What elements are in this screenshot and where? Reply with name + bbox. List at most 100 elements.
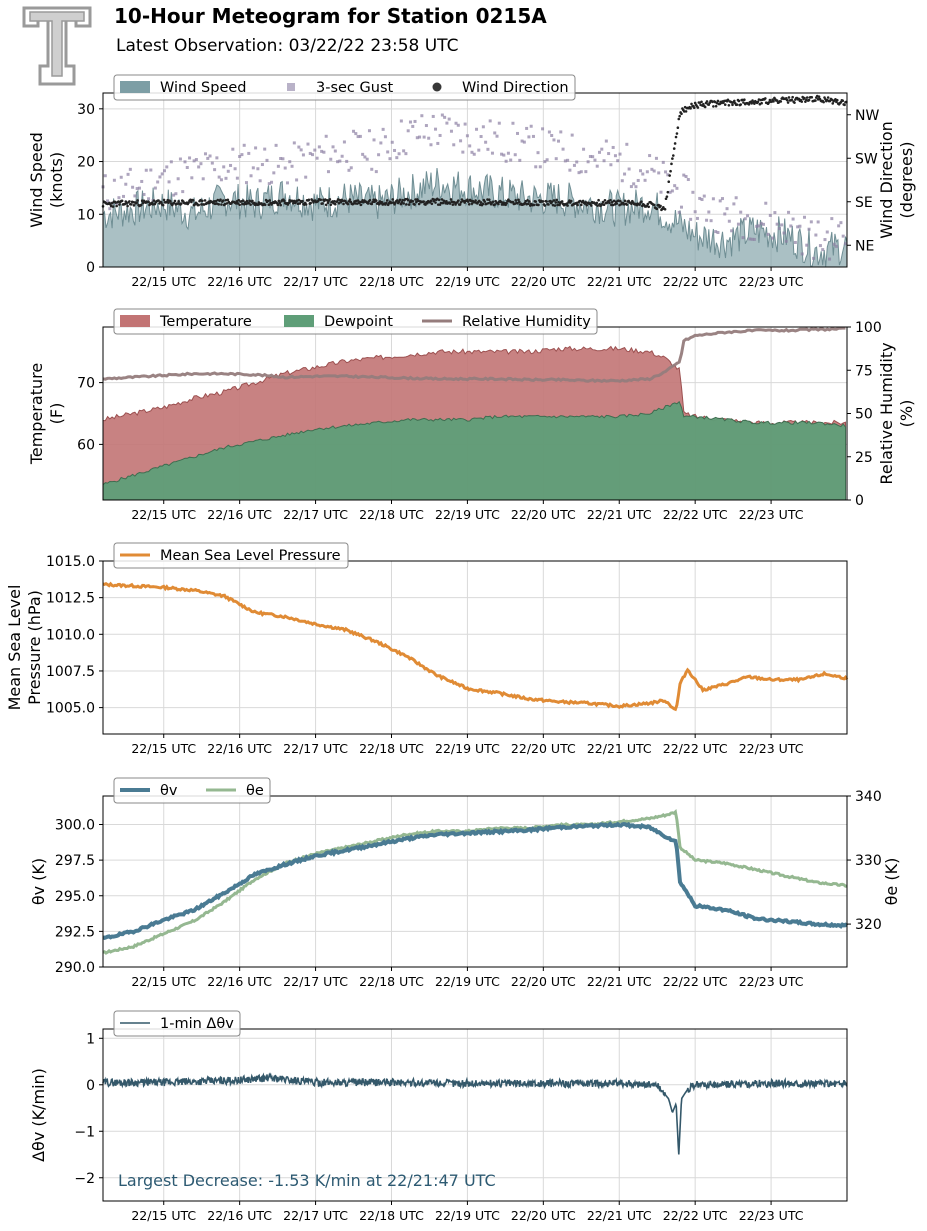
gust-point — [345, 159, 349, 163]
gust-point — [743, 217, 747, 221]
gust-point — [777, 227, 781, 231]
wind-direction-point — [456, 199, 460, 202]
gust-point — [841, 234, 845, 238]
gust-point — [440, 113, 444, 117]
legend-box — [113, 1010, 241, 1037]
gust-point — [588, 154, 592, 158]
wind-direction-point — [135, 201, 139, 205]
y2-axis-label: θe (K) — [882, 858, 901, 906]
wind-direction-point — [696, 106, 700, 109]
gust-point — [750, 237, 754, 241]
y-tick-label: −1 — [74, 1124, 95, 1140]
x-tick-label: 22/20 UTC — [511, 274, 576, 289]
plot-area — [103, 1029, 847, 1201]
gust-point — [388, 157, 392, 161]
wind-direction-point — [646, 202, 650, 206]
x-tick-label: 22/22 UTC — [663, 741, 728, 756]
wind-direction-point — [238, 203, 241, 207]
gust-point — [780, 223, 784, 227]
x-tick-label: 22/15 UTC — [131, 507, 196, 522]
y-tick-label: 1015.0 — [46, 554, 95, 570]
gust-point — [714, 230, 718, 234]
gust-point — [572, 163, 576, 167]
gust-point — [821, 248, 825, 252]
gust-point — [718, 199, 722, 203]
gust-point — [194, 158, 198, 162]
gust-point — [511, 121, 515, 125]
wind-direction-point — [424, 203, 427, 206]
gust-point — [265, 158, 269, 162]
gust-point — [488, 119, 492, 123]
gust-point — [798, 224, 802, 228]
gust-point — [285, 181, 289, 185]
y-tick-label: 295.0 — [55, 889, 95, 905]
gust-point — [645, 170, 649, 174]
legend-label: Relative Humidity — [462, 314, 591, 330]
wind-direction-point — [263, 203, 267, 207]
gust-point — [484, 140, 488, 144]
gust-point — [324, 134, 328, 138]
gust-point — [358, 134, 362, 138]
gust-point — [295, 178, 299, 182]
wind-direction-point — [603, 198, 607, 202]
gust-point — [598, 150, 602, 154]
wind-direction-point — [132, 204, 136, 207]
wind-direction-point — [407, 203, 411, 206]
x-tick-label: 22/18 UTC — [359, 507, 424, 522]
gust-point — [520, 139, 524, 143]
gust-point — [365, 157, 369, 161]
x-tick-label: 22/17 UTC — [283, 741, 348, 756]
gust-point — [552, 138, 556, 142]
gust-point — [755, 224, 759, 228]
gust-point — [791, 217, 795, 221]
y-tick-label: 1012.5 — [46, 591, 95, 607]
wind-direction-point — [675, 132, 679, 135]
gust-point — [336, 160, 340, 164]
gust-point — [773, 211, 777, 215]
wind-direction-point — [241, 199, 245, 202]
wind-direction-point — [712, 105, 715, 108]
wind-direction-point — [497, 202, 500, 206]
gust-point — [730, 229, 734, 233]
gust-point — [429, 143, 433, 147]
x-tick-label: 22/20 UTC — [511, 741, 576, 756]
wind-direction-point — [434, 201, 437, 204]
gust-point — [477, 148, 481, 152]
gust-point — [233, 167, 237, 171]
gust-point — [757, 224, 761, 228]
wind-direction-point — [203, 199, 207, 202]
wind-direction-point — [541, 200, 545, 203]
gust-point — [504, 159, 508, 163]
wind-direction-point — [612, 199, 616, 203]
wind-direction-point — [413, 203, 416, 206]
gust-point — [135, 187, 139, 191]
gust-point — [393, 148, 397, 152]
gust-point — [178, 157, 182, 161]
gust-point — [720, 197, 724, 201]
y2-tick-label: 25 — [855, 450, 873, 466]
wind-direction-point — [487, 198, 491, 202]
gust-point — [106, 199, 110, 203]
gust-point — [686, 178, 690, 182]
wind-direction-point — [775, 99, 779, 102]
gust-point — [383, 135, 387, 139]
wind-direction-point — [843, 103, 846, 107]
wind-direction-point — [415, 200, 418, 204]
wind-direction-point — [359, 203, 363, 207]
gust-point — [702, 194, 706, 198]
relative-humidity-line — [102, 326, 846, 384]
x-tick-label: 22/17 UTC — [283, 1208, 348, 1223]
wind-direction-point — [380, 200, 384, 204]
gust-point — [620, 179, 624, 183]
gust-point — [404, 152, 408, 156]
gust-point — [541, 127, 545, 131]
wind-direction-point — [220, 203, 223, 206]
gust-point — [420, 114, 424, 118]
gust-point — [126, 172, 130, 176]
wind-direction-point — [422, 200, 425, 203]
wind-direction-point — [348, 198, 352, 201]
gust-point — [591, 155, 595, 159]
y-axis-label: Pressure (hPa) — [25, 590, 44, 705]
gust-point — [422, 135, 426, 139]
gust-point — [577, 171, 581, 175]
